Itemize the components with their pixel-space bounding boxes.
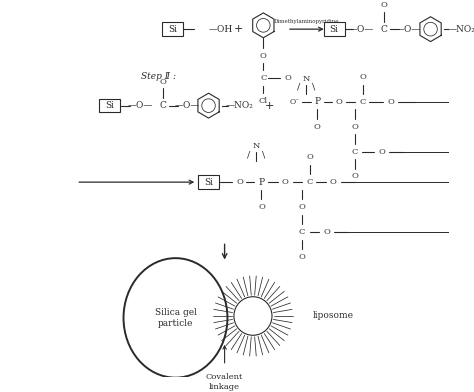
Bar <box>99 99 120 113</box>
Text: \: \ <box>312 83 315 92</box>
Text: O: O <box>160 78 167 86</box>
Text: —O—: —O— <box>128 101 153 110</box>
Text: O: O <box>260 52 267 60</box>
Text: O: O <box>299 203 306 211</box>
Text: Silica gel
particle: Silica gel particle <box>155 308 196 328</box>
Text: N: N <box>302 75 310 83</box>
Text: Cl: Cl <box>259 97 268 105</box>
Text: liposome: liposome <box>312 312 354 321</box>
Text: Si: Si <box>168 25 177 34</box>
Text: —O—: —O— <box>174 101 200 110</box>
Text: N: N <box>252 142 259 150</box>
Text: Si: Si <box>105 101 114 110</box>
Text: O: O <box>387 98 394 106</box>
Text: O: O <box>359 73 366 81</box>
Text: C: C <box>160 101 167 110</box>
Bar <box>198 176 219 189</box>
Text: Step Ⅱ :: Step Ⅱ : <box>140 73 175 82</box>
Text: O: O <box>236 178 243 186</box>
Text: O: O <box>258 203 265 211</box>
Text: O: O <box>314 123 320 131</box>
Text: C: C <box>307 178 313 186</box>
Text: P: P <box>314 97 320 106</box>
Text: O: O <box>330 178 337 186</box>
Text: Covalent
linkage: Covalent linkage <box>206 373 243 390</box>
Text: O: O <box>284 74 292 82</box>
Text: O: O <box>306 153 313 161</box>
Circle shape <box>234 297 272 335</box>
Text: C: C <box>381 25 388 34</box>
Text: P: P <box>258 178 264 187</box>
Text: /: / <box>297 83 300 92</box>
Text: O: O <box>352 123 358 131</box>
Text: O: O <box>352 172 358 180</box>
Text: —O—: —O— <box>349 25 374 34</box>
Text: Dimethylaminopyridine: Dimethylaminopyridine <box>274 19 339 24</box>
Text: —NO₂: —NO₂ <box>226 101 254 110</box>
Text: C: C <box>352 147 358 156</box>
Text: O: O <box>323 228 330 236</box>
Text: O: O <box>282 178 289 186</box>
Bar <box>324 22 345 36</box>
Text: O: O <box>299 253 306 261</box>
Text: O: O <box>381 1 388 9</box>
Text: +: + <box>265 101 274 111</box>
Text: —O—: —O— <box>395 25 420 34</box>
Text: —NO₂: —NO₂ <box>448 25 474 34</box>
Text: \: \ <box>262 151 265 160</box>
Text: O: O <box>336 98 342 106</box>
Text: /: / <box>246 151 250 160</box>
Text: C: C <box>260 74 266 82</box>
Bar <box>162 22 183 36</box>
Text: Si: Si <box>204 178 213 187</box>
Text: O⁻: O⁻ <box>290 98 300 106</box>
Text: Si: Si <box>330 25 339 34</box>
Text: C: C <box>359 98 366 106</box>
Text: —OH: —OH <box>209 25 233 34</box>
Text: +: + <box>234 24 244 34</box>
Text: C: C <box>299 228 305 236</box>
Text: O: O <box>378 147 385 156</box>
